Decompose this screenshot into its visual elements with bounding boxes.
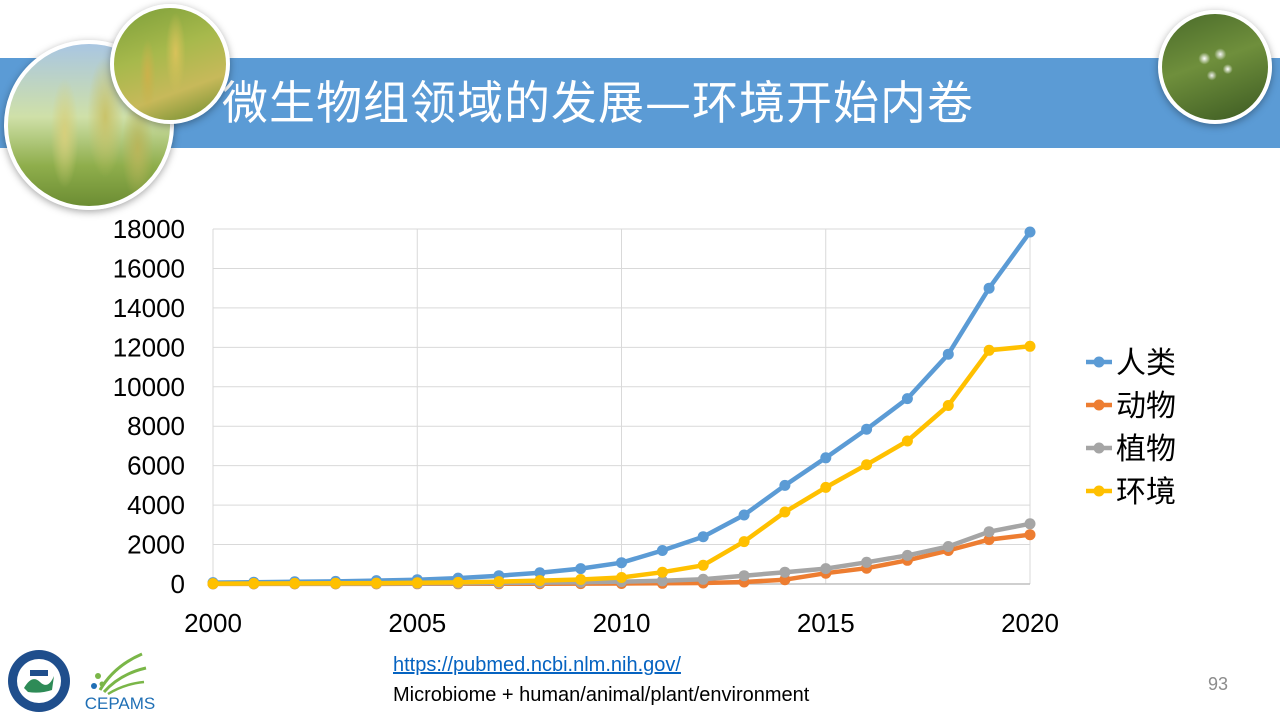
data-point — [493, 576, 505, 588]
data-point — [738, 509, 750, 521]
y-axis-ticks: 0 2000 4000 6000 8000 10000 12000 14000 16000 180… — [113, 214, 185, 599]
data-point — [534, 567, 546, 579]
data-point — [575, 574, 587, 585]
data-point — [983, 534, 995, 546]
data-point — [248, 578, 260, 589]
y-tick-label: 16000 — [113, 253, 185, 283]
data-point — [411, 577, 423, 589]
data-point — [656, 575, 668, 587]
slide-title: 微生物组领域的发展—环境开始内卷 — [222, 76, 974, 130]
data-point — [616, 557, 627, 569]
data-point — [820, 452, 832, 464]
data-point — [983, 526, 995, 538]
data-point — [779, 566, 791, 578]
y-tick-label: 12000 — [113, 332, 185, 362]
y-tick-label: 6000 — [127, 451, 185, 481]
data-point — [289, 577, 301, 589]
data-point — [656, 566, 668, 578]
y-tick-label: 4000 — [127, 490, 185, 520]
legend-swatch-marker — [1093, 485, 1105, 497]
data-point — [738, 570, 750, 582]
data-point — [370, 577, 382, 589]
data-point — [983, 282, 995, 294]
legend-swatch-marker — [1093, 356, 1105, 368]
data-point — [820, 563, 832, 575]
data-point — [1024, 529, 1036, 541]
data-point — [656, 545, 668, 556]
data-point — [330, 577, 342, 589]
legend-label: 人类 — [1116, 346, 1176, 381]
data-point — [901, 549, 913, 561]
data-point — [1024, 226, 1036, 238]
data-point — [901, 435, 913, 447]
legend-item: 环境 — [1086, 475, 1176, 510]
data-point — [738, 536, 750, 548]
x-tick-label: 2015 — [797, 608, 855, 638]
legend-label: 动物 — [1116, 389, 1176, 424]
data-point — [575, 563, 587, 575]
data-point — [942, 400, 954, 411]
data-point — [861, 556, 873, 568]
legend-label: 植物 — [1116, 432, 1176, 467]
data-point — [983, 344, 995, 356]
chart-series — [207, 226, 1036, 590]
legend-label: 环境 — [1116, 475, 1176, 510]
data-point — [1024, 340, 1036, 352]
data-point — [861, 423, 873, 435]
source-note: Microbiome + human/animal/plant/environm… — [393, 684, 810, 706]
data-point — [779, 506, 791, 518]
legend-item: 植物 — [1086, 432, 1176, 467]
y-tick-label: 2000 — [127, 530, 185, 560]
data-point — [820, 481, 832, 493]
data-point — [452, 576, 464, 588]
legend-swatch-marker — [1093, 442, 1105, 454]
chart-grid — [212, 228, 1031, 585]
data-point — [901, 393, 913, 405]
x-tick-label: 2005 — [388, 608, 446, 638]
x-tick-label: 2010 — [593, 608, 651, 638]
data-point — [1024, 518, 1036, 530]
series-3 — [207, 340, 1036, 590]
data-point — [942, 348, 954, 360]
page-number: 93 — [1208, 674, 1229, 694]
x-tick-label: 2000 — [184, 608, 242, 638]
data-point — [942, 541, 954, 552]
data-point — [697, 559, 709, 571]
x-axis-ticks: 2000 2005 2010 2015 2020 — [184, 608, 1059, 638]
y-tick-label: 10000 — [113, 372, 185, 402]
data-point — [207, 578, 219, 590]
data-point — [697, 573, 709, 585]
y-tick-label: 0 — [171, 569, 185, 599]
legend-item: 动物 — [1086, 389, 1176, 424]
y-tick-label: 14000 — [113, 293, 185, 323]
rice-photo — [110, 4, 230, 124]
data-point — [697, 531, 709, 543]
cepams-logo-text: CEPAMS — [84, 694, 156, 713]
data-point — [616, 572, 627, 583]
data-point — [861, 459, 873, 471]
x-tick-label: 2020 — [1001, 608, 1059, 638]
flower-photo — [1158, 10, 1272, 124]
y-tick-label: 18000 — [113, 214, 185, 244]
institution-seal-logo — [8, 650, 70, 712]
source-link[interactable]: https://pubmed.ncbi.nlm.nih.gov/ — [393, 654, 681, 676]
cepams-logo — [91, 652, 147, 696]
legend-swatch-marker — [1093, 399, 1105, 411]
legend-item: 人类 — [1086, 346, 1176, 381]
data-point — [534, 575, 546, 587]
y-tick-label: 8000 — [127, 411, 185, 441]
data-point — [779, 479, 791, 491]
